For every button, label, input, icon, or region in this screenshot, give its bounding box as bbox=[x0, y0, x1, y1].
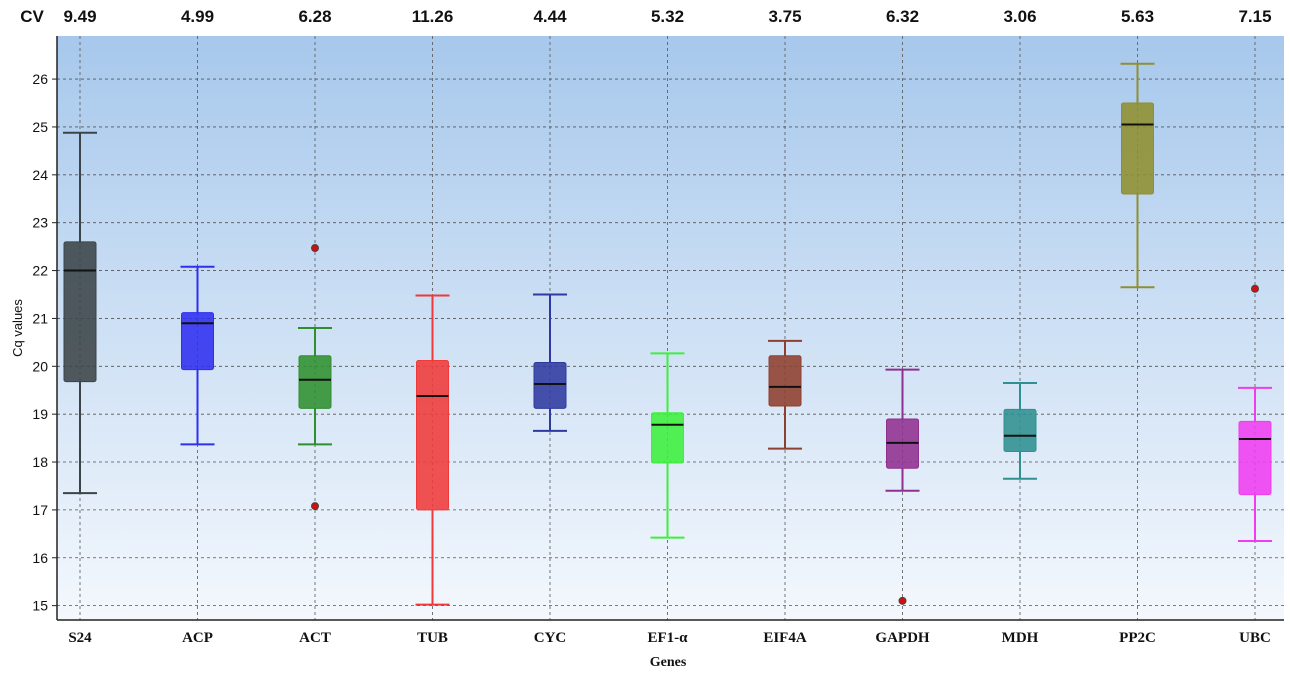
y-tick-label: 26 bbox=[32, 71, 48, 87]
x-tick-label: CYC bbox=[534, 630, 567, 646]
cv-value: 4.44 bbox=[533, 7, 567, 26]
cv-value: 4.99 bbox=[181, 7, 214, 26]
x-tick-label: ACP bbox=[182, 630, 213, 646]
iqr-box bbox=[1238, 420, 1272, 496]
cv-value: 5.63 bbox=[1121, 7, 1154, 26]
x-tick-label: MDH bbox=[1002, 630, 1039, 646]
y-tick-label: 24 bbox=[32, 167, 48, 183]
iqr-box bbox=[1121, 102, 1154, 195]
box-eif4a bbox=[768, 339, 802, 450]
box-ubc bbox=[1238, 284, 1272, 543]
cv-value: 3.06 bbox=[1003, 7, 1036, 26]
y-tick-label: 25 bbox=[32, 119, 48, 135]
boxes bbox=[63, 62, 1272, 606]
cv-value: 7.15 bbox=[1238, 7, 1271, 26]
cv-values: 9.49 4.99 6.28 11.26 4.44 5.32 3.75 6.32 3.06 5.6… bbox=[63, 7, 1271, 26]
y-tick-label: 22 bbox=[32, 263, 48, 279]
box-act bbox=[298, 244, 332, 511]
iqr-box bbox=[533, 361, 567, 409]
outlier-point bbox=[311, 244, 319, 253]
cv-value: 3.75 bbox=[768, 7, 801, 26]
x-tick-label: EF1-α bbox=[647, 630, 688, 646]
x-tick-label: PP2C bbox=[1119, 630, 1156, 646]
box-acp bbox=[180, 265, 215, 446]
y-tick-label: 20 bbox=[32, 358, 48, 374]
cv-value: 11.26 bbox=[412, 7, 454, 26]
x-tick-label: S24 bbox=[68, 630, 92, 646]
box-mdh bbox=[1003, 382, 1037, 480]
y-tick-label: 21 bbox=[32, 310, 48, 326]
iqr-box bbox=[651, 412, 684, 464]
box-cyc bbox=[533, 293, 567, 432]
box-pp2c bbox=[1120, 62, 1155, 289]
box-s24 bbox=[63, 131, 97, 495]
y-axis-ticks: 15 16 17 18 19 20 21 22 23 24 25 26 bbox=[32, 71, 57, 614]
y-tick-label: 15 bbox=[32, 598, 48, 614]
outlier-point bbox=[1251, 284, 1259, 293]
iqr-box bbox=[298, 355, 332, 409]
x-tick-label: UBC bbox=[1239, 630, 1271, 646]
cv-label: CV bbox=[20, 7, 44, 26]
iqr-box bbox=[63, 241, 97, 383]
iqr-box bbox=[181, 312, 214, 371]
cv-value: 6.32 bbox=[886, 7, 919, 26]
box-gapdh bbox=[885, 368, 920, 605]
x-tick-label: ACT bbox=[299, 630, 331, 646]
x-tick-label: EIF4A bbox=[763, 630, 807, 646]
x-axis-ticks: S24 ACP ACT TUB CYC EF1-α EIF4A GAPDH MDH PP2C UBC bbox=[68, 630, 1271, 646]
y-tick-label: 23 bbox=[32, 215, 48, 231]
y-tick-label: 16 bbox=[32, 550, 48, 566]
x-axis-title: Genes bbox=[650, 655, 687, 670]
box-tub bbox=[415, 294, 450, 606]
y-tick-label: 17 bbox=[32, 502, 48, 518]
cv-value: 9.49 bbox=[63, 7, 96, 26]
iqr-box bbox=[1003, 408, 1037, 453]
outlier-point bbox=[898, 596, 907, 605]
cv-value: 6.28 bbox=[298, 7, 331, 26]
iqr-box bbox=[416, 360, 449, 511]
x-tick-label: GAPDH bbox=[875, 630, 929, 646]
outlier-point bbox=[311, 502, 319, 511]
plot-area bbox=[57, 36, 1284, 620]
y-tick-label: 18 bbox=[32, 454, 48, 470]
box-ef1-α bbox=[650, 352, 685, 539]
iqr-box bbox=[768, 355, 802, 407]
y-tick-label: 19 bbox=[32, 406, 48, 422]
y-axis-title: Cq values bbox=[10, 299, 25, 357]
cv-value: 5.32 bbox=[651, 7, 684, 26]
x-tick-label: TUB bbox=[417, 630, 448, 646]
